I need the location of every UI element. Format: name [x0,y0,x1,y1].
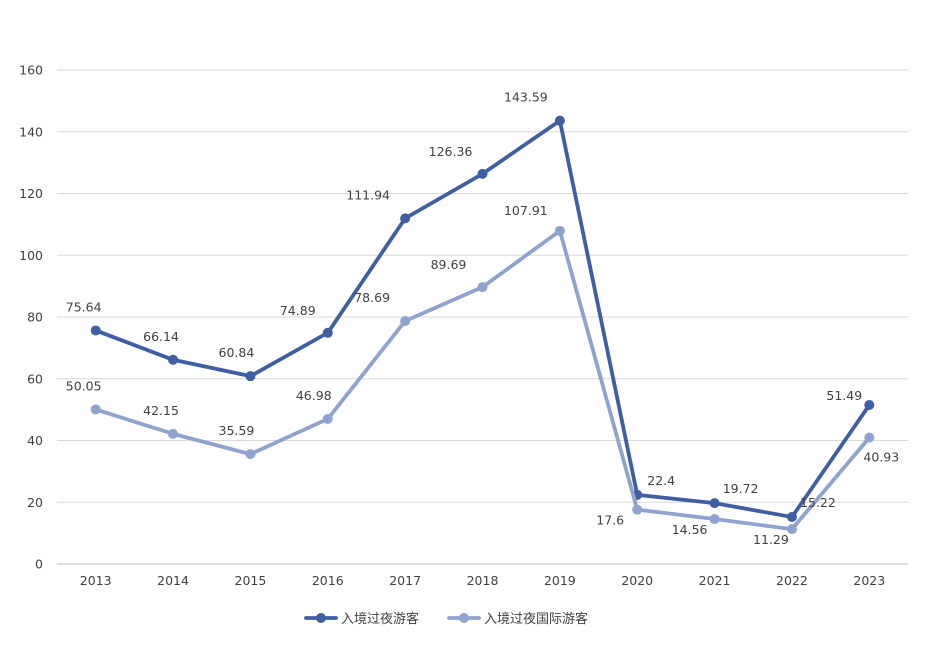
data-point [709,514,720,525]
data-point [554,225,565,236]
data-point [864,400,875,411]
y-axis-ticks: 0 20 40 60 80 100 120 140 160 [19,63,43,572]
data-point [322,327,333,338]
x-tick-label: 2014 [157,573,189,588]
data-label: 51.49 [826,388,862,403]
y-tick-label: 80 [27,310,43,325]
data-point [786,524,797,535]
series-line [93,118,872,519]
x-tick-label: 2023 [853,573,885,588]
y-tick-label: 20 [27,495,43,510]
data-label: 66.14 [143,329,179,344]
y-tick-label: 160 [19,63,43,78]
y-tick-label: 100 [19,248,43,263]
data-point [477,168,488,179]
legend-label: 入境过夜国际游客 [484,611,588,627]
x-tick-label: 2021 [699,573,731,588]
data-label: 17.6 [596,513,624,528]
data-point [786,512,797,523]
data-label: 107.91 [504,203,548,218]
series-group [90,115,875,535]
x-axis-ticks: 2013 2014 2015 2016 2017 2018 2019 2020 2021 2022… [80,573,885,588]
data-label: 11.29 [753,532,789,547]
data-point [168,428,179,439]
data-point [245,449,256,460]
x-tick-label: 2018 [467,573,499,588]
grid-lines [57,69,908,565]
legend: 入境过夜游客 入境过夜国际游客 [304,611,588,627]
data-point [864,432,875,443]
data-point [322,413,333,424]
data-point [400,213,411,224]
data-point [90,325,101,336]
series-2 [90,225,875,535]
data-label: 111.94 [346,187,390,202]
data-label: 126.36 [429,144,473,159]
x-tick-label: 2015 [235,573,267,588]
legend-label: 入境过夜游客 [341,611,419,627]
series-1 [90,115,875,523]
x-tick-label: 2013 [80,573,112,588]
data-label: 143.59 [504,90,548,105]
data-point [709,498,720,509]
data-point [90,404,101,415]
data-label: 22.4 [647,473,675,488]
data-point [245,371,256,382]
x-tick-label: 2022 [776,573,808,588]
data-label: 35.59 [219,423,255,438]
x-tick-label: 2020 [621,573,653,588]
data-point [632,504,643,515]
legend-item: 入境过夜国际游客 [447,611,588,627]
x-tick-label: 2016 [312,573,344,588]
data-label: 19.72 [723,481,759,496]
data-label: 50.05 [66,378,102,393]
data-label: 15.22 [800,495,836,510]
legend-item: 入境过夜游客 [304,611,419,627]
y-tick-label: 120 [19,186,43,201]
data-label: 46.98 [296,388,332,403]
y-tick-label: 0 [35,557,43,572]
data-label: 14.56 [672,522,708,537]
y-tick-label: 60 [27,371,43,386]
data-label: 89.69 [431,257,467,272]
legend-swatch-marker [316,613,326,623]
data-point [168,354,179,365]
data-label: 78.69 [354,290,390,305]
data-label: 40.93 [863,450,899,465]
x-tick-label: 2017 [389,573,421,588]
data-point [400,316,411,327]
legend-swatch-marker [459,613,469,623]
y-tick-label: 140 [19,124,43,139]
data-label: 74.89 [280,303,316,318]
x-tick-label: 2019 [544,573,576,588]
data-labels: 75.64 66.14 60.84 74.89 111.94 126.36 143.59 22… [66,90,899,547]
data-label: 60.84 [219,345,255,360]
data-label: 42.15 [143,403,179,418]
data-point [477,282,488,293]
y-tick-label: 40 [27,433,43,448]
data-point [554,115,565,126]
data-label: 75.64 [66,299,102,314]
